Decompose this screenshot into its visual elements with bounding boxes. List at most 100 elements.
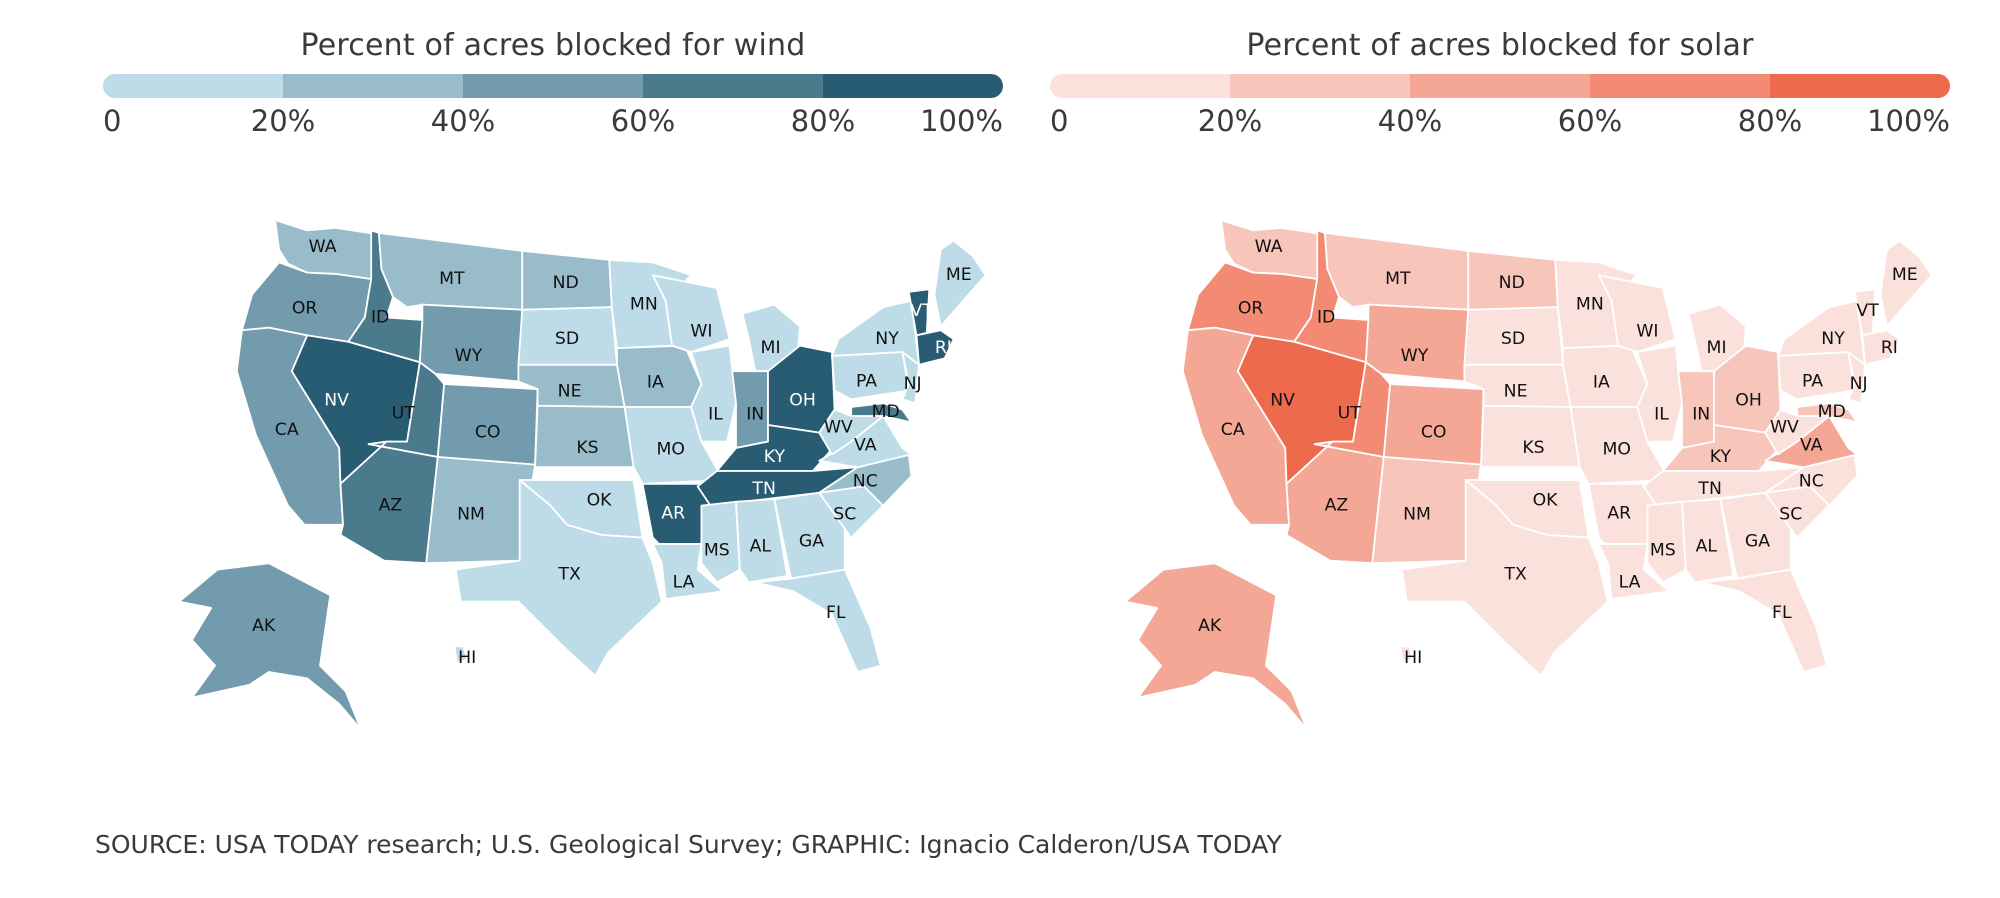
solar-label-al: AL — [1696, 537, 1718, 557]
wind-label-pa: PA — [856, 371, 877, 391]
solar-legend-ticks: 0 20% 40% 60% 80% 100% — [1050, 104, 1950, 144]
wind-map: WA OR CA ID NV MT WY UT AZ CO NM ND SD NE KS OK TX MN IA MO… — [178, 219, 987, 731]
solar-state-md — [1796, 402, 1859, 424]
solar-label-in: IN — [1692, 405, 1710, 425]
solar-map: WA OR CA ID NV MT WY UT AZ CO NM ND SD NE KS OK TX MN IA MO… — [1124, 219, 1933, 731]
solar-legend-bar — [1050, 74, 1950, 98]
solar-label-wi: WI — [1636, 322, 1658, 342]
wind-label-ok: OK — [587, 490, 613, 510]
wind-label-mt: MT — [439, 269, 465, 289]
wind-state-tx — [454, 479, 663, 677]
solar-label-nm: NM — [1403, 505, 1431, 525]
wind-label-ut: UT — [392, 403, 416, 423]
solar-label-ut: UT — [1338, 403, 1362, 423]
solar-label-va: VA — [1800, 435, 1823, 455]
solar-label-la: LA — [1619, 572, 1641, 592]
wind-tick-80: 80% — [790, 104, 856, 138]
solar-label-or: OR — [1238, 298, 1264, 318]
wind-label-ga: GA — [799, 531, 824, 551]
solar-label-ms: MS — [1650, 540, 1676, 560]
wind-label-or: OR — [292, 298, 318, 318]
wind-legend: Percent of acres blocked for wind 0 20% … — [103, 26, 1003, 144]
wind-tick-100: 100% — [920, 104, 1003, 138]
wind-legend-bin-4 — [823, 74, 1003, 98]
solar-legend-bin-2 — [1410, 74, 1590, 98]
solar-legend-bin-1 — [1230, 74, 1410, 98]
wind-label-al: AL — [750, 537, 772, 557]
wind-label-mo: MO — [656, 439, 685, 459]
solar-state-al — [1681, 498, 1735, 584]
solar-label-wv: WV — [1770, 418, 1799, 438]
wind-label-nd: ND — [553, 273, 579, 293]
wind-label-in: IN — [746, 405, 764, 425]
solar-label-hi: HI — [1404, 648, 1422, 668]
solar-label-ca: CA — [1221, 420, 1245, 440]
solar-state-fl — [1700, 568, 1828, 673]
wind-label-ny: NY — [875, 329, 899, 349]
solar-state-me — [1879, 239, 1933, 328]
wind-tick-60: 60% — [610, 104, 676, 138]
wind-tick-0: 0 — [103, 104, 122, 138]
wind-label-wy: WY — [455, 346, 483, 366]
solar-state-il — [1636, 344, 1683, 443]
wind-state-fl — [754, 568, 882, 673]
solar-state-tx — [1400, 479, 1609, 677]
solar-label-ia: IA — [1593, 373, 1610, 393]
wind-legend-bin-2 — [463, 74, 643, 98]
wind-state-wy — [418, 303, 524, 383]
solar-label-mn: MN — [1576, 295, 1604, 315]
solar-label-il: IL — [1654, 405, 1669, 425]
wind-label-nj: NJ — [904, 374, 922, 394]
solar-label-wy: WY — [1401, 346, 1429, 366]
wind-label-az: AZ — [379, 496, 403, 516]
wind-state-me — [933, 239, 987, 328]
solar-label-pa: PA — [1802, 371, 1823, 391]
solar-label-sd: SD — [1501, 329, 1525, 349]
wind-state-md — [850, 402, 913, 424]
solar-tick-60: 60% — [1557, 104, 1623, 138]
wind-label-wi: WI — [690, 322, 712, 342]
solar-state-ak — [1124, 562, 1308, 731]
solar-state-ga — [1719, 491, 1792, 580]
wind-label-oh: OH — [789, 391, 816, 411]
wind-label-md: MD — [872, 402, 900, 422]
wind-label-ri: RI — [935, 338, 952, 358]
wind-state-ak — [178, 562, 362, 731]
wind-legend-bin-1 — [283, 74, 463, 98]
source-credit: SOURCE: USA TODAY research; U.S. Geologi… — [95, 830, 1282, 859]
solar-label-mo: MO — [1602, 439, 1631, 459]
solar-label-vt: VT — [1856, 301, 1879, 321]
wind-legend-ticks: 0 20% 40% 60% 80% 100% — [103, 104, 1003, 144]
solar-state-hi — [1399, 645, 1415, 664]
solar-label-co: CO — [1421, 423, 1447, 443]
solar-label-az: AZ — [1325, 496, 1349, 516]
solar-label-oh: OH — [1735, 391, 1762, 411]
wind-label-ak: AK — [252, 616, 276, 636]
solar-tick-20: 20% — [1197, 104, 1263, 138]
wind-label-mi: MI — [761, 338, 781, 358]
solar-label-nj: NJ — [1850, 374, 1868, 394]
solar-label-tx: TX — [1503, 565, 1527, 585]
wind-legend-title: Percent of acres blocked for wind — [300, 28, 806, 63]
solar-tick-0: 0 — [1050, 104, 1069, 138]
solar-legend-bin-3 — [1590, 74, 1770, 98]
wind-label-ms: MS — [704, 540, 730, 560]
solar-tick-40: 40% — [1377, 104, 1443, 138]
solar-label-wa: WA — [1255, 237, 1283, 257]
wind-label-me: ME — [946, 265, 972, 285]
wind-label-wa: WA — [309, 237, 337, 257]
wind-label-nc: NC — [853, 471, 878, 491]
solar-legend: Percent of acres blocked for solar 0 20%… — [1050, 26, 1950, 144]
solar-label-id: ID — [1317, 307, 1335, 327]
wind-tick-20: 20% — [250, 104, 316, 138]
solar-label-ar: AR — [1607, 503, 1631, 523]
solar-label-ky: KY — [1710, 447, 1732, 467]
solar-legend-bin-0 — [1050, 74, 1230, 98]
solar-label-md: MD — [1818, 402, 1846, 422]
wind-state-al — [735, 498, 789, 584]
solar-label-ks: KS — [1522, 438, 1544, 458]
wind-label-va: VA — [854, 435, 877, 455]
solar-label-nd: ND — [1499, 273, 1525, 293]
wind-label-sd: SD — [555, 329, 579, 349]
wind-label-mn: MN — [630, 295, 658, 315]
